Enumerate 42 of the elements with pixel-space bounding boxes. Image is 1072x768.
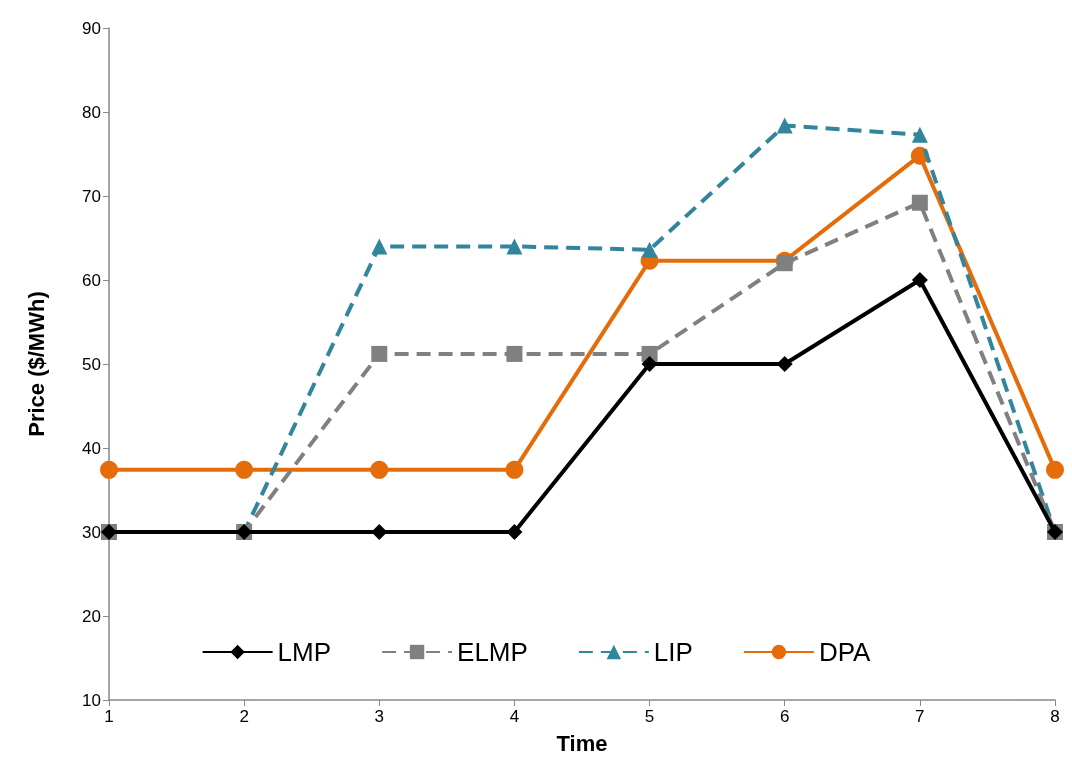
x-tick-label: 7: [915, 707, 925, 726]
y-tick-label: 90: [82, 18, 101, 38]
point: [371, 345, 388, 362]
point: [506, 524, 523, 540]
point: [911, 126, 928, 143]
y-tick-label: 10: [82, 690, 101, 710]
legend-label: DPA: [818, 637, 872, 667]
legend-label: LIP: [653, 637, 693, 667]
x-tick-label: 5: [644, 707, 655, 726]
point: [911, 194, 928, 211]
point: [505, 460, 524, 479]
point: [371, 238, 388, 255]
y-tick-label: 40: [82, 438, 101, 458]
x-tick-label: 1: [104, 707, 114, 726]
point: [641, 356, 658, 372]
point: [370, 460, 389, 479]
y-tick-label: 50: [82, 354, 101, 374]
point: [235, 460, 254, 479]
point: [506, 238, 523, 255]
y-tick-label: 20: [82, 606, 101, 626]
point: [911, 272, 928, 288]
y-tick-label: 80: [82, 102, 101, 122]
y-tick-label: 60: [82, 270, 101, 290]
x-tick-label: 8: [1050, 707, 1060, 726]
y-tick-label: 70: [82, 186, 101, 206]
point: [776, 356, 793, 372]
point: [100, 460, 118, 479]
point: [776, 255, 793, 272]
point: [776, 117, 793, 134]
point: [371, 524, 388, 540]
legend-label: ELMP: [457, 637, 528, 667]
x-axis-title: Time: [556, 730, 608, 756]
y-axis-title: Price ($/MWh): [23, 291, 49, 437]
y-tick-label: 30: [82, 522, 101, 542]
point: [641, 241, 658, 258]
x-tick-label: 4: [509, 707, 520, 726]
legend-label: LMP: [277, 637, 332, 667]
x-tick-label: 6: [779, 707, 790, 726]
point: [1046, 460, 1064, 479]
x-tick-label: 3: [374, 707, 385, 726]
point: [506, 345, 523, 362]
x-tick-label: 2: [239, 707, 249, 726]
